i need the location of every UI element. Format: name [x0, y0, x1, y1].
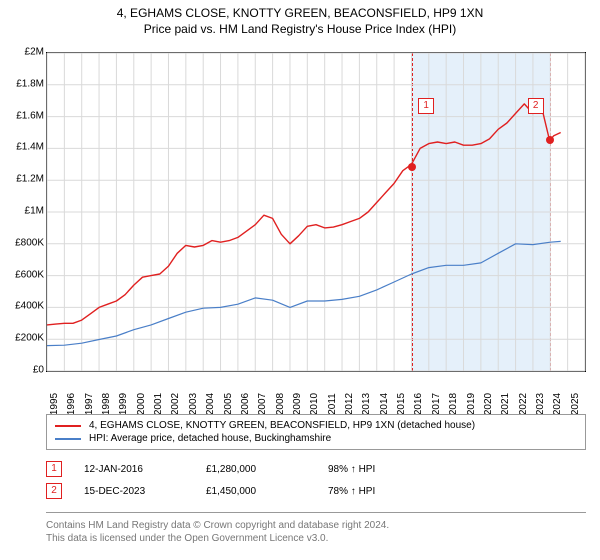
marker-1-label: 1: [418, 98, 434, 114]
x-tick-label: 2024: [552, 393, 563, 415]
legend: 4, EGHAMS CLOSE, KNOTTY GREEN, BEACONSFI…: [46, 414, 586, 450]
x-tick-label: 1997: [84, 393, 95, 415]
x-tick-label: 2022: [518, 393, 529, 415]
line-plot: [47, 53, 585, 371]
x-tick-label: 2025: [570, 393, 581, 415]
x-tick-label: 2000: [136, 393, 147, 415]
y-tick-label: £800K: [15, 237, 44, 248]
x-tick-label: 2017: [431, 393, 442, 415]
x-tick-label: 2008: [275, 393, 286, 415]
x-tick-label: 2016: [413, 393, 424, 415]
x-tick-label: 2009: [292, 393, 303, 415]
y-tick-label: £1.6M: [16, 110, 44, 121]
row-pct: 78% ↑ HPI: [328, 486, 428, 497]
legend-row-hpi: HPI: Average price, detached house, Buck…: [55, 432, 577, 445]
x-tick-label: 2004: [205, 393, 216, 415]
y-tick-label: £0: [33, 365, 44, 376]
x-tick-label: 1996: [66, 393, 77, 415]
plot-area: 1 2: [46, 52, 586, 372]
x-tick-label: 2011: [327, 393, 338, 415]
x-tick-label: 2003: [188, 393, 199, 415]
y-tick-label: £2M: [25, 47, 44, 58]
table-row: 1 12-JAN-2016 £1,280,000 98% ↑ HPI: [46, 458, 586, 480]
y-tick-label: £200K: [15, 333, 44, 344]
legend-label-subject: 4, EGHAMS CLOSE, KNOTTY GREEN, BEACONSFI…: [89, 420, 475, 431]
x-tick-label: 1998: [101, 393, 112, 415]
legend-swatch-subject: [55, 425, 81, 427]
x-tick-label: 2018: [448, 393, 459, 415]
table-row: 2 15-DEC-2023 £1,450,000 78% ↑ HPI: [46, 480, 586, 502]
x-tick-label: 2019: [466, 393, 477, 415]
y-tick-label: £1.4M: [16, 142, 44, 153]
x-tick-label: 2021: [500, 393, 511, 415]
row-date: 12-JAN-2016: [84, 464, 184, 475]
footer-line-2: This data is licensed under the Open Gov…: [46, 532, 586, 545]
x-tick-label: 1999: [118, 393, 129, 415]
x-tick-label: 2005: [223, 393, 234, 415]
footer: Contains HM Land Registry data © Crown c…: [46, 512, 586, 545]
figure: 4, EGHAMS CLOSE, KNOTTY GREEN, BEACONSFI…: [0, 0, 600, 560]
marker-2-label: 2: [528, 98, 544, 114]
y-tick-label: £400K: [15, 301, 44, 312]
x-tick-label: 2010: [309, 393, 320, 415]
transaction-table: 1 12-JAN-2016 £1,280,000 98% ↑ HPI 2 15-…: [46, 458, 586, 502]
row-marker: 2: [46, 483, 62, 499]
y-tick-label: £1.2M: [16, 174, 44, 185]
row-price: £1,450,000: [206, 486, 306, 497]
row-date: 15-DEC-2023: [84, 486, 184, 497]
x-tick-label: 2020: [483, 393, 494, 415]
x-tick-label: 2006: [240, 393, 251, 415]
x-tick-label: 2013: [361, 393, 372, 415]
marker-1-dot: [408, 163, 416, 171]
row-pct: 98% ↑ HPI: [328, 464, 428, 475]
chart-title: 4, EGHAMS CLOSE, KNOTTY GREEN, BEACONSFI…: [0, 0, 600, 20]
y-tick-label: £1.8M: [16, 78, 44, 89]
x-tick-label: 2012: [344, 393, 355, 415]
x-tick-label: 2002: [170, 393, 181, 415]
row-marker: 1: [46, 461, 62, 477]
x-tick-label: 2023: [535, 393, 546, 415]
legend-row-subject: 4, EGHAMS CLOSE, KNOTTY GREEN, BEACONSFI…: [55, 419, 577, 432]
legend-label-hpi: HPI: Average price, detached house, Buck…: [89, 433, 331, 444]
chart-subtitle: Price paid vs. HM Land Registry's House …: [0, 20, 600, 36]
x-tick-label: 2007: [257, 393, 268, 415]
marker-2-dot: [546, 136, 554, 144]
x-tick-label: 2014: [379, 393, 390, 415]
x-tick-label: 1995: [49, 393, 60, 415]
x-tick-label: 2015: [396, 393, 407, 415]
y-tick-label: £600K: [15, 269, 44, 280]
footer-line-1: Contains HM Land Registry data © Crown c…: [46, 519, 586, 532]
y-tick-label: £1M: [25, 206, 44, 217]
x-tick-label: 2001: [153, 393, 164, 415]
legend-swatch-hpi: [55, 438, 81, 440]
row-price: £1,280,000: [206, 464, 306, 475]
